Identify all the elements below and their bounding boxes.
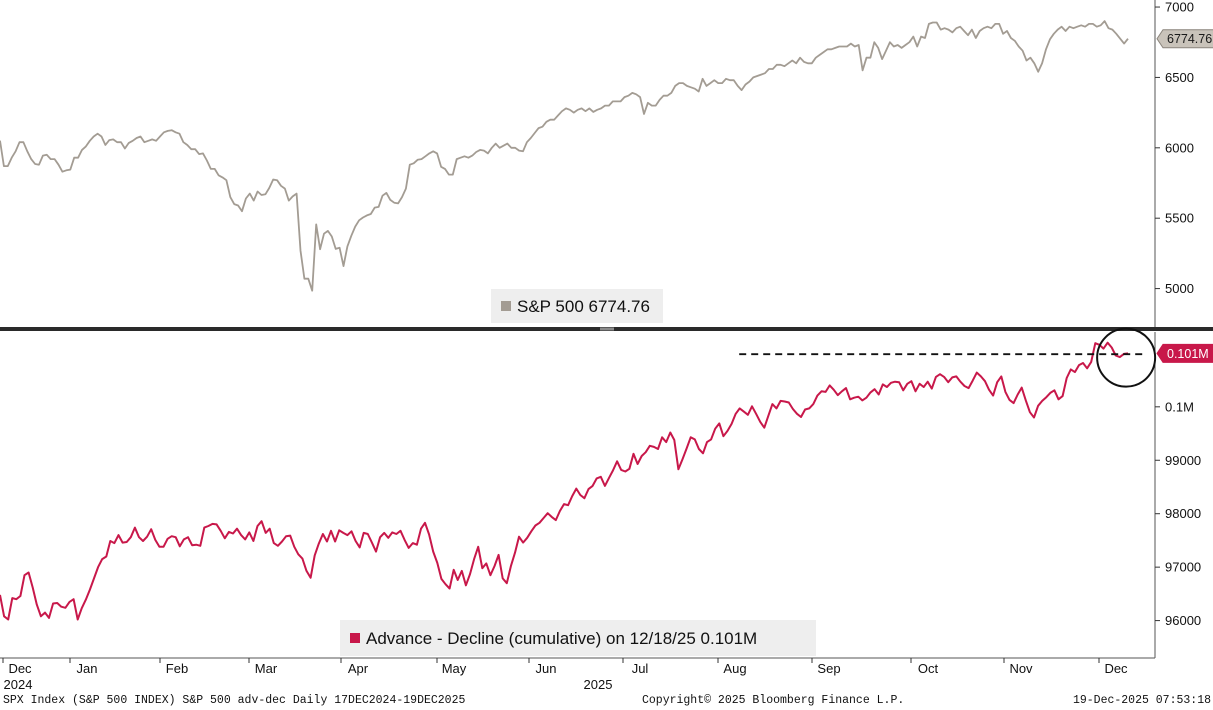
sp500-y-tick-label: 5000 (1165, 281, 1194, 296)
sp500-last-value-tag (1156, 29, 1213, 49)
adv-dec-series-line (0, 341, 1129, 621)
adv-dec-legend-label: Advance - Decline (cumulative) on 12/18/… (366, 629, 757, 648)
x-tick-label-year: 2025 (584, 677, 613, 692)
adv-dec-legend: Advance - Decline (cumulative) on 12/18/… (340, 620, 816, 656)
adv-dec-y-tick-label: 99000 (1165, 453, 1201, 468)
x-tick-label-month: Mar (255, 661, 278, 676)
x-tick-label-month: Feb (166, 661, 188, 676)
adv-dec-y-tick-label: 97000 (1165, 560, 1201, 575)
adv-dec-last-value-label: 0.101M (1167, 347, 1209, 361)
sp500-panel: 7000 6500 6000 5500 5000 6774.76 S&P 500 6774.… (0, 0, 1213, 328)
sp500-y-tick-label: 5500 (1165, 211, 1194, 226)
x-tick-label-month: Aug (723, 661, 746, 676)
chart-background (0, 0, 1213, 693)
adv-dec-legend-box (340, 620, 816, 656)
x-tick-label-year: 2024 (4, 677, 33, 692)
highlight-circle (1096, 327, 1157, 388)
x-tick-label-month: May (442, 661, 467, 676)
sp500-legend-label: S&P 500 6774.76 (517, 297, 650, 316)
sp500-last-value-label: 6774.76 (1167, 32, 1212, 46)
footer: SPX Index (S&P 500 INDEX) S&P 500 adv-de… (0, 693, 1213, 710)
sp500-y-tick-label: 6000 (1165, 140, 1194, 155)
sp500-y-tick-label: 7000 (1165, 0, 1194, 15)
panel-divider[interactable] (0, 327, 1213, 331)
adv-dec-last-value-tag (1156, 343, 1213, 363)
x-tick-label-month: Nov (1009, 661, 1033, 676)
panel-divider-grip (600, 327, 614, 331)
chart-svg: 7000 6500 6000 5500 5000 6774.76 S&P 500 6774.… (0, 0, 1213, 693)
x-tick-label-month: Jul (632, 661, 649, 676)
adv-dec-legend-marker (350, 633, 360, 643)
x-tick-label-month: Oct (918, 661, 939, 676)
sp500-series-line (0, 20, 1129, 292)
x-tick-label-month: Apr (348, 661, 369, 676)
sp500-y-tick-label: 6500 (1165, 70, 1194, 85)
sp500-legend-marker (501, 301, 511, 311)
footer-timestamp: 19-Dec-2025 07:53:18 (1072, 694, 1211, 707)
x-tick-label-month: Dec (8, 661, 32, 676)
adv-dec-panel: 0.1M 99000 98000 97000 96000 0.101M Advance - … (0, 327, 1213, 658)
x-tick-label-month: Sep (817, 661, 840, 676)
x-tick-label-month: Jan (77, 661, 98, 676)
adv-dec-y-tick-label: 98000 (1165, 506, 1201, 521)
footer-description: SPX Index (S&P 500 INDEX) S&P 500 adv-de… (3, 694, 466, 707)
sp500-legend-box (491, 289, 663, 323)
adv-dec-y-tick-label: 0.1M (1165, 399, 1194, 414)
sp500-legend: S&P 500 6774.76 (491, 289, 663, 323)
adv-dec-y-tick-label: 96000 (1165, 613, 1201, 628)
x-axis: Dec Jan Feb Mar Apr May Jun Jul Aug Sep Oct Nov Dec2… (0, 657, 1155, 692)
x-tick-label-month: Jun (536, 661, 557, 676)
x-tick-label-month: Dec (1104, 661, 1128, 676)
footer-copyright: Copyright© 2025 Bloomberg Finance L.P. (642, 694, 905, 707)
